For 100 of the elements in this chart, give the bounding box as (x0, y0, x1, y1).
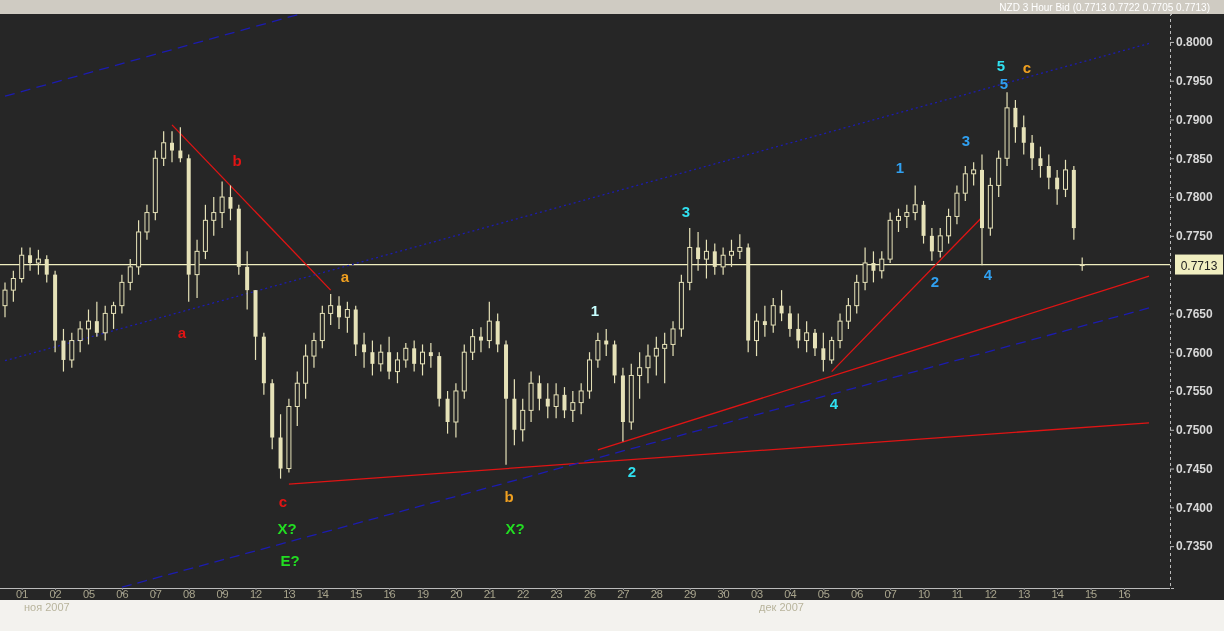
x-tick-label: 02 (49, 587, 62, 600)
x-tick-label: 10 (917, 587, 931, 600)
y-tick-label: 0.7750 (1176, 229, 1214, 244)
candlestick (770, 297, 776, 334)
candlestick (845, 297, 851, 330)
candlestick (562, 386, 567, 419)
x-tick-label: 11 (951, 587, 964, 600)
chart-title: NZD 3 Hour Bid (0.7713 0.7722 0.7705 0.7713) (999, 2, 1210, 13)
candlestick (578, 382, 584, 415)
y-tick-label: 0.7350 (1176, 539, 1214, 554)
annotation: b (504, 488, 514, 506)
ref-line-label: 0.7713 (1180, 258, 1218, 273)
candlestick (537, 374, 542, 411)
annotation: a (340, 268, 350, 286)
candlestick (1046, 153, 1051, 190)
x-tick-label: 01 (16, 587, 29, 600)
x-tick-label: 13 (283, 587, 296, 600)
candlestick (370, 339, 375, 377)
candlestick (1055, 169, 1060, 206)
candlestick (929, 227, 934, 262)
candlestick (311, 332, 317, 369)
candlestick (946, 208, 952, 245)
candlestick (412, 339, 417, 373)
x-tick-label: 20 (450, 587, 463, 600)
annotation: c (1022, 59, 1032, 77)
x-tick-label: 05 (82, 587, 96, 600)
candlestick (1063, 159, 1068, 198)
annotation: 5 (996, 57, 1006, 75)
x-tick-label: 27 (617, 587, 630, 600)
candlestick (294, 370, 300, 427)
annotation: b (232, 152, 242, 170)
x-tick-label: 16 (1118, 587, 1131, 600)
x-tick-label: 21 (483, 587, 496, 600)
candlestick (804, 320, 810, 353)
annotation: X? (277, 520, 297, 538)
candlestick (545, 382, 550, 419)
candlestick (378, 343, 384, 373)
candlestick (394, 351, 400, 384)
candlestick (94, 301, 99, 338)
candlestick (478, 326, 483, 353)
y-tick-label: 0.7850 (1176, 151, 1214, 166)
annotation: c (278, 493, 288, 511)
y-tick-label: 0.7450 (1176, 461, 1214, 476)
annotation: 4 (829, 395, 839, 413)
x-tick-label: 26 (583, 587, 597, 600)
candlestick (904, 204, 910, 229)
candlestick (170, 130, 175, 163)
candlestick (637, 351, 643, 400)
candlestick (837, 312, 843, 349)
candlestick (102, 305, 108, 342)
candlestick (420, 343, 426, 377)
candlestick (854, 274, 860, 315)
x-tick-label: 22 (517, 587, 530, 600)
candlestick (829, 336, 835, 365)
x-tick-label: 14 (1051, 587, 1064, 600)
annotation: 1 (590, 302, 600, 320)
y-tick-label: 0.7900 (1176, 112, 1214, 127)
candlestick (10, 270, 16, 303)
candlestick (762, 305, 767, 338)
x-tick-label: 08 (183, 587, 196, 600)
candlestick (796, 312, 801, 349)
x-tick-label: 07 (149, 587, 162, 600)
candlestick (86, 308, 91, 346)
candlestick (812, 328, 817, 357)
x-tick-label: 09 (216, 587, 229, 600)
candlestick (486, 301, 492, 349)
x-tick-label: 19 (416, 587, 430, 600)
candlestick (228, 184, 233, 221)
x-tick-label: 15 (1084, 587, 1098, 600)
annotation: E? (280, 552, 300, 570)
candlestick (362, 332, 367, 369)
candlestick (662, 332, 668, 384)
candlestick (470, 328, 476, 361)
candlestick (645, 343, 651, 384)
y-tick-label: 0.7800 (1176, 190, 1214, 205)
text: дек 2007 (759, 601, 804, 613)
candlestick (178, 126, 183, 163)
y-tick-label: 0.8000 (1176, 35, 1214, 50)
x-tick-label: 28 (650, 587, 663, 600)
y-tick-label: 0.7400 (1176, 500, 1214, 515)
annotation: 1 (895, 159, 905, 177)
candlestick (954, 184, 960, 225)
candlestick (895, 208, 901, 233)
annotation: 3 (961, 132, 971, 150)
x-tick-label: 05 (817, 587, 830, 600)
x-tick-label: 04 (784, 587, 797, 600)
candlestick (328, 293, 334, 326)
y-tick-label: 0.7650 (1176, 306, 1214, 321)
candlestick (737, 233, 743, 260)
candlestick (144, 204, 150, 241)
candlestick (219, 180, 225, 229)
candlestick (570, 390, 576, 423)
candlestick (595, 332, 601, 369)
candlestick (520, 398, 526, 442)
candlestick (1038, 146, 1043, 179)
x-tick-label: 03 (750, 587, 764, 600)
y-tick-label: 0.7950 (1176, 74, 1214, 89)
candlestick (119, 274, 125, 315)
annotation: 4 (983, 266, 993, 284)
y-tick-label: 0.7600 (1176, 345, 1214, 360)
